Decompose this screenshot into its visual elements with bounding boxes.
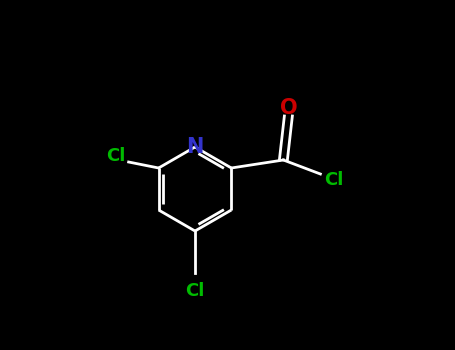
Text: O: O [279, 98, 297, 118]
Text: Cl: Cl [185, 282, 205, 300]
Text: Cl: Cl [324, 171, 343, 189]
Text: N: N [186, 137, 204, 157]
Text: Cl: Cl [106, 147, 125, 165]
